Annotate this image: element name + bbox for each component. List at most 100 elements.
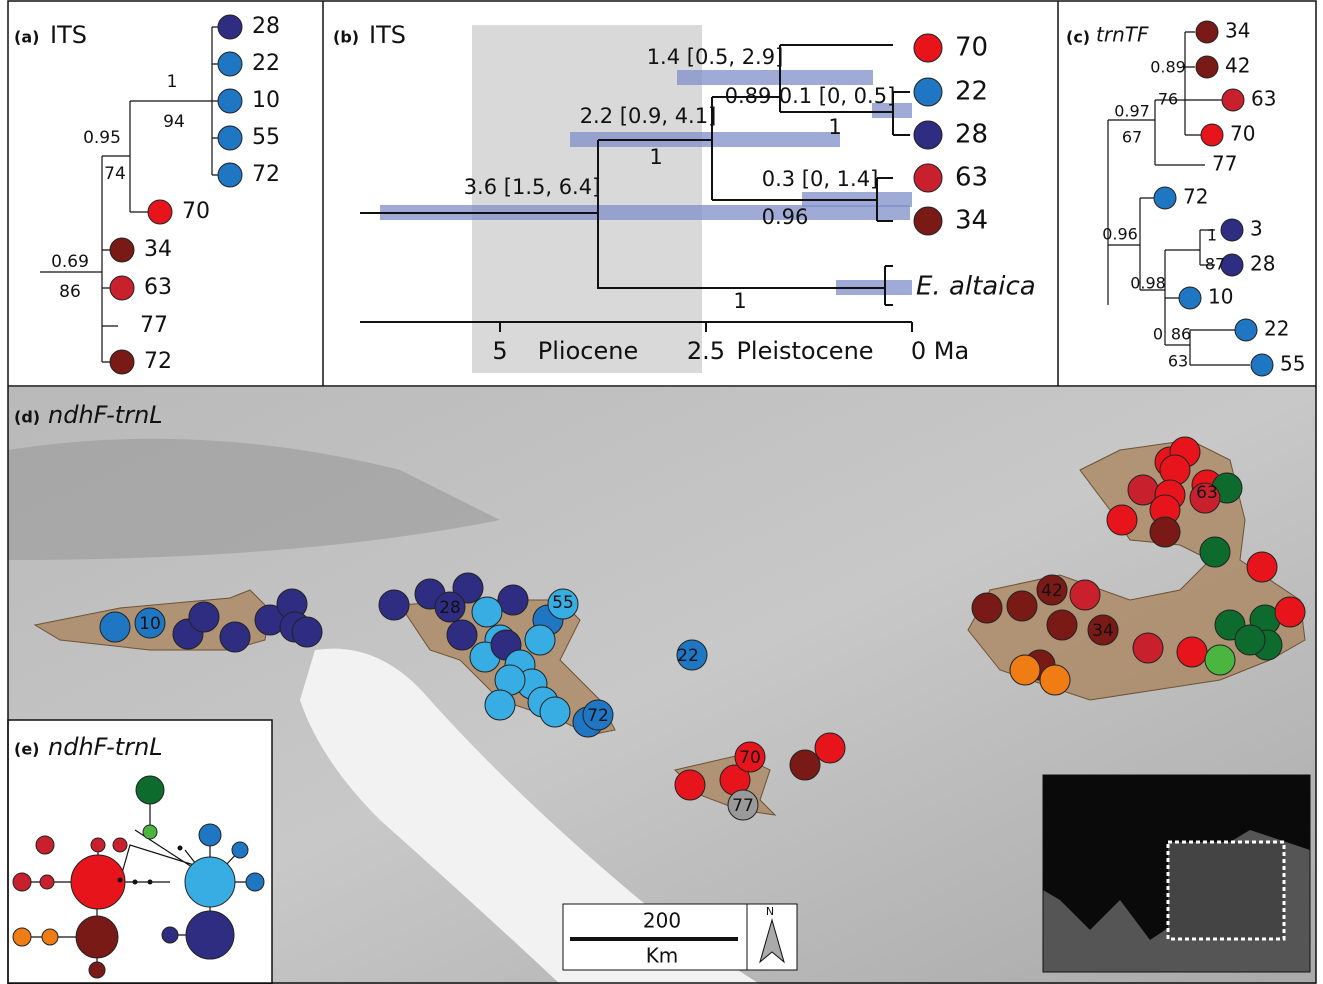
haplotype-dot (1247, 552, 1277, 582)
axis-label: 0 Ma (911, 337, 969, 365)
tip-label: 55 (252, 125, 280, 150)
haplotype-dot (40, 875, 54, 889)
support-label: 74 (104, 164, 126, 184)
tip-label: 34 (144, 237, 172, 262)
haplotype-dot (1222, 89, 1244, 111)
support-label: 1 (1207, 226, 1217, 245)
haplotype-dot (143, 825, 157, 839)
tip-label: 42 (1225, 54, 1250, 78)
site-label: 63 (1196, 483, 1218, 503)
haplotype-dot (815, 733, 845, 763)
tip-label: 63 (955, 163, 988, 193)
network-node (133, 880, 138, 885)
haplotype-dot (447, 620, 477, 650)
haplotype-dot (218, 52, 242, 76)
haplotype-dot (110, 350, 134, 374)
panel-label: (a) (14, 28, 39, 47)
tree-a (40, 27, 222, 362)
haplotype-dot (914, 207, 942, 235)
tip-label: 34 (955, 206, 988, 236)
site-label: 42 (1041, 581, 1063, 601)
haplotype-dot (1235, 625, 1265, 655)
tip-label: 10 (252, 88, 280, 113)
haplotype-dot (292, 617, 322, 647)
scale-unit: Km (646, 944, 679, 968)
haplotype-dot (1040, 665, 1070, 695)
panel-label: (e) (14, 740, 39, 759)
haplotype-dot (220, 622, 250, 652)
axis-label: Pliocene (538, 337, 638, 365)
haplotype-dot (525, 625, 555, 655)
tip-label: 34 (1225, 19, 1250, 43)
haplotype-dot (185, 857, 235, 907)
site-label: 22 (677, 646, 699, 666)
network-node (178, 846, 183, 851)
haplotype-dot (914, 78, 942, 106)
haplotype-dot (379, 590, 409, 620)
haplotype-dot (1154, 187, 1176, 209)
haplotype-dot (1200, 537, 1230, 567)
haplotype-dot (498, 585, 528, 615)
tip-label: 77 (140, 313, 168, 338)
support-label: 87 (1205, 255, 1225, 274)
haplotype-dot (472, 597, 502, 627)
haplotype-dot (89, 962, 105, 978)
support-label: 86 (1171, 325, 1191, 344)
panel-title: ndhF-trnL (48, 401, 163, 429)
haplotype-dot (162, 927, 178, 943)
figure: (a)ITS(b)ITS(c)trnTF(d)ndhF-trnL(e)ndhF-… (0, 0, 1323, 984)
tip-label: 70 (182, 199, 210, 224)
tip-label: 63 (1251, 87, 1276, 111)
panel-title: ITS (369, 21, 406, 49)
haplotype-dot (189, 602, 219, 632)
tip-label: 22 (252, 51, 280, 76)
node-label: 1 (828, 115, 841, 139)
haplotype-dot (790, 750, 820, 780)
node-label: 0.96 (762, 205, 809, 229)
haplotype-dot (218, 163, 242, 187)
haplotype-dot (218, 126, 242, 150)
haplotype-dot (76, 916, 118, 958)
tip-label: 28 (252, 14, 280, 39)
node-label: 1 (649, 145, 662, 169)
tip-label: 10 (1208, 285, 1233, 309)
tip-label: 63 (144, 275, 172, 300)
site-label: 72 (587, 706, 609, 726)
haplotype-dot (136, 776, 164, 804)
haplotype-dot (1235, 319, 1257, 341)
haplotype-dot (1133, 633, 1163, 663)
haplotype-dot (1150, 517, 1180, 547)
haplotype-dot (13, 928, 31, 946)
support-label: 0.98 (1130, 274, 1166, 293)
north-label: N (766, 905, 774, 918)
haplotype-dot (13, 873, 31, 891)
haplotype-dot (186, 911, 234, 959)
haplotype-dot (113, 838, 127, 852)
haplotype-dot (1221, 219, 1243, 241)
tip-label: 22 (1264, 317, 1289, 341)
hpd-bar (677, 70, 873, 85)
haplotype-dot (1205, 645, 1235, 675)
haplotype-dot (1201, 124, 1223, 146)
haplotype-dot (148, 200, 172, 224)
scale-distance: 200 (643, 909, 681, 933)
tip-label: 72 (1183, 185, 1208, 209)
haplotype-dot (110, 276, 134, 300)
haplotype-dot (1251, 354, 1273, 376)
haplotype-dot (232, 842, 248, 858)
node-label: 2.2 [0.9, 4.1] (580, 104, 717, 128)
panel-label: (b) (333, 28, 359, 47)
pliocene-band (472, 25, 702, 373)
haplotype-dot (914, 34, 942, 62)
support-label: 94 (163, 112, 185, 132)
tip-label: 72 (252, 162, 280, 187)
haplotype-dot (914, 121, 942, 149)
tip-label: 70 (955, 33, 988, 63)
haplotype-dot (914, 164, 942, 192)
panel-title: ndhF-trnL (48, 733, 163, 761)
study-area (1168, 842, 1284, 939)
haplotype-dot (91, 838, 105, 852)
support-label: 0.96 (1102, 225, 1138, 244)
panel-label: (d) (14, 408, 40, 427)
haplotype-dot (1196, 56, 1218, 78)
